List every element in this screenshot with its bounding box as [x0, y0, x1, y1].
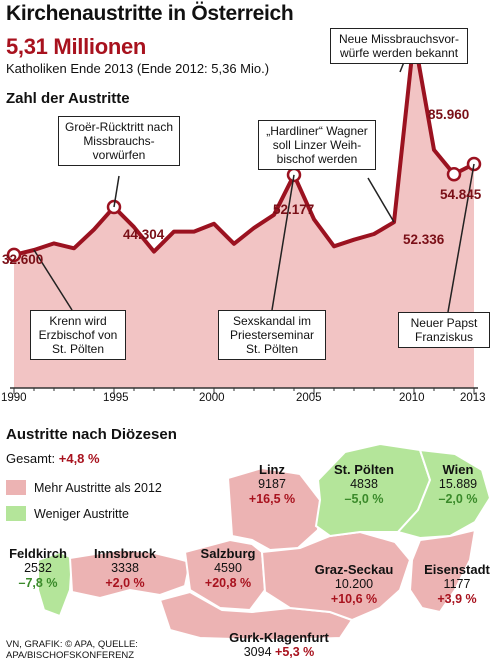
- diocese-innsbruck-count: 3338: [111, 561, 139, 575]
- x-tick-2013: 2013: [460, 392, 486, 404]
- x-tick-2000: 2000: [199, 392, 225, 404]
- source-line-2: APA/BISCHOFSKONFERENZ: [6, 650, 135, 661]
- diocese-wien-change: –2,0 %: [438, 492, 478, 506]
- value-label-1995: 44.304: [123, 227, 165, 242]
- diocese-eisenstadt-count: 1177: [443, 577, 471, 591]
- pointer-1995: [113, 175, 120, 208]
- diocese-wien-count: 15.889: [438, 477, 478, 491]
- diocese-eisenstadt-change: +3,9 %: [437, 592, 477, 606]
- x-tick-2010: 2010: [399, 392, 425, 404]
- diocese-linz-change: +16,5 %: [248, 492, 296, 506]
- annotation-krenn: Krenn wird Erzbischof von St. Pölten: [30, 310, 126, 360]
- annotation-sexskandal: Sexskandal im Priesterseminar St. Pölten: [218, 310, 326, 360]
- annotation-groer: Groër-Rücktritt nach Missbrauchs-vorwürf…: [58, 116, 180, 166]
- value-label-2010: 85.960: [428, 107, 470, 122]
- marker-2012: [446, 166, 462, 182]
- total-value: +4,8 %: [58, 451, 100, 466]
- x-tick-1995: 1995: [103, 392, 129, 404]
- diocese-salzburg-change: +20,8 %: [204, 576, 252, 590]
- diocese-eisenstadt-name: Eisenstadt: [424, 562, 490, 577]
- annotation-wagner: „Hardliner“ Wagner soll Linzer Weih-bisc…: [258, 120, 376, 170]
- annotation-missbrauch: Neue Missbrauchsvor-würfe werden bekannt: [330, 28, 468, 64]
- diocese-gurk-klagenfurt: Gurk-Klagenfurt 3094 +5,3 %: [214, 630, 344, 660]
- page-title: Kirchenaustritte in Österreich: [6, 2, 294, 25]
- region-linz: [226, 466, 322, 552]
- region-innsbruck: [68, 548, 192, 600]
- diocese-st-poelten-count: 4838: [350, 477, 378, 491]
- diocese-wien: Wien 15.889 –2,0 %: [420, 462, 496, 507]
- marker-1990: [6, 247, 22, 263]
- diocese-innsbruck: Innsbruck 3338 +2,0 %: [84, 546, 166, 591]
- diocese-innsbruck-change: +2,0 %: [105, 576, 145, 590]
- legend-less-label: Weniger Austritte: [34, 506, 129, 521]
- diocese-feldkirch: Feldkirch 2532 –7,8 %: [0, 546, 76, 591]
- diocese-st-poelten: St. Pölten 4838 –5,0 %: [322, 462, 406, 507]
- diocese-salzburg-name: Salzburg: [200, 546, 256, 561]
- diocese-eisenstadt: Eisenstadt 1177 +3,9 %: [416, 562, 498, 607]
- legend-less-swatch: [6, 506, 26, 521]
- legend-more-label: Mehr Austritte als 2012: [34, 480, 162, 495]
- diocese-feldkirch-change: –7,8 %: [18, 576, 58, 590]
- source-credit: VN, GRAFIK: © APA, QUELLE: APA/BISCHOFSK…: [6, 639, 138, 661]
- diocese-innsbruck-name: Innsbruck: [93, 546, 157, 561]
- diocese-graz-seckau-count: 10.200: [334, 577, 374, 591]
- source-line-1: VN, GRAFIK: © APA, QUELLE:: [6, 639, 138, 650]
- region-eisenstadt: [408, 528, 477, 614]
- value-label-1990: 32.600: [2, 252, 44, 267]
- diocese-salzburg: Salzburg 4590 +20,8 %: [182, 546, 274, 591]
- diocese-gurk-klagenfurt-row: 3094 +5,3 %: [214, 645, 344, 660]
- diocese-gurk-klagenfurt-count: 3094: [243, 645, 272, 659]
- total-label: Gesamt:: [6, 451, 56, 466]
- x-tick-1990: 1990: [1, 392, 27, 404]
- x-tick-2005: 2005: [296, 392, 322, 404]
- diocese-linz-count: 9187: [258, 477, 286, 491]
- diocese-wien-name: Wien: [442, 462, 474, 477]
- x-axis-ticks: [13, 388, 475, 394]
- pointer-2009: [367, 177, 395, 223]
- diocese-gurk-klagenfurt-change: +5,3 %: [275, 645, 315, 659]
- pointer-2004: [271, 174, 295, 311]
- annotation-papst: Neuer Papst Franziskus: [398, 312, 490, 348]
- value-label-2012: 52.336: [403, 232, 445, 247]
- legend-more: Mehr Austritte als 2012: [6, 480, 162, 495]
- diocese-graz-seckau-name: Graz-Seckau: [314, 562, 394, 577]
- total-change: Gesamt: +4,8 %: [6, 451, 100, 466]
- legend-less: Weniger Austritte: [6, 506, 129, 521]
- value-label-2004: 52.177: [273, 202, 315, 217]
- diocese-linz-name: Linz: [259, 462, 285, 477]
- catholics-count: 5,31 Millionen: [6, 34, 147, 59]
- pointer-2013: [447, 163, 475, 313]
- diocese-gurk-klagenfurt-name: Gurk-Klagenfurt: [229, 630, 329, 645]
- chart-section-title: Zahl der Austritte: [6, 90, 130, 107]
- value-label-2013: 54.845: [440, 187, 482, 202]
- diocese-graz-seckau-change: +10,6 %: [330, 592, 378, 606]
- map-section-title: Austritte nach Diözesen: [6, 426, 177, 443]
- diocese-linz: Linz 9187 +16,5 %: [232, 462, 312, 507]
- region-feldkirch: [37, 550, 74, 618]
- austria-map: [37, 442, 492, 640]
- diocese-feldkirch-count: 2532: [24, 561, 52, 575]
- legend-more-swatch: [6, 480, 26, 495]
- chart-area-fill: [14, 36, 474, 389]
- catholics-subtitle: Katholiken Ende 2013 (Ende 2012: 5,36 Mi…: [6, 61, 270, 76]
- pointer-1991: [33, 249, 73, 311]
- diocese-graz-seckau: Graz-Seckau 10.200 +10,6 %: [302, 562, 406, 607]
- diocese-st-poelten-name: St. Pölten: [334, 462, 394, 477]
- diocese-feldkirch-name: Feldkirch: [9, 546, 67, 561]
- diocese-salzburg-count: 4590: [214, 561, 242, 575]
- diocese-st-poelten-change: –5,0 %: [344, 492, 384, 506]
- chart-series-line: [13, 34, 475, 257]
